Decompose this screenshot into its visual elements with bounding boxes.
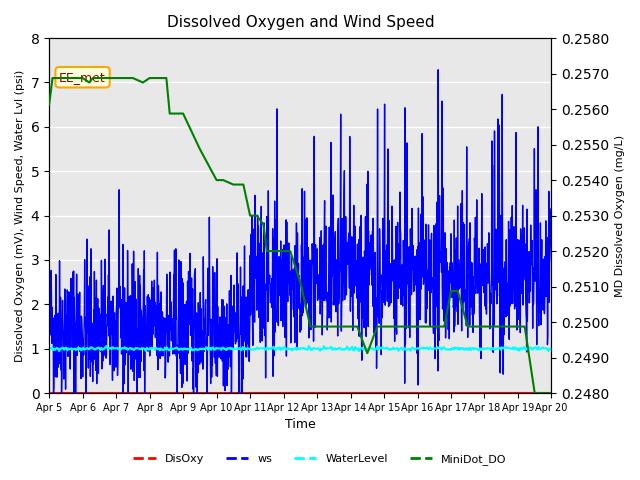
Title: Dissolved Oxygen and Wind Speed: Dissolved Oxygen and Wind Speed — [166, 15, 434, 30]
Y-axis label: MD Dissolved Oxygen (mg/L): MD Dissolved Oxygen (mg/L) — [615, 134, 625, 297]
X-axis label: Time: Time — [285, 419, 316, 432]
Legend: DisOxy, ws, WaterLevel, MiniDot_DO: DisOxy, ws, WaterLevel, MiniDot_DO — [129, 450, 511, 469]
Y-axis label: Dissolved Oxygen (mV), Wind Speed, Water Lvl (psi): Dissolved Oxygen (mV), Wind Speed, Water… — [15, 70, 25, 362]
Text: EE_met: EE_met — [59, 71, 106, 84]
